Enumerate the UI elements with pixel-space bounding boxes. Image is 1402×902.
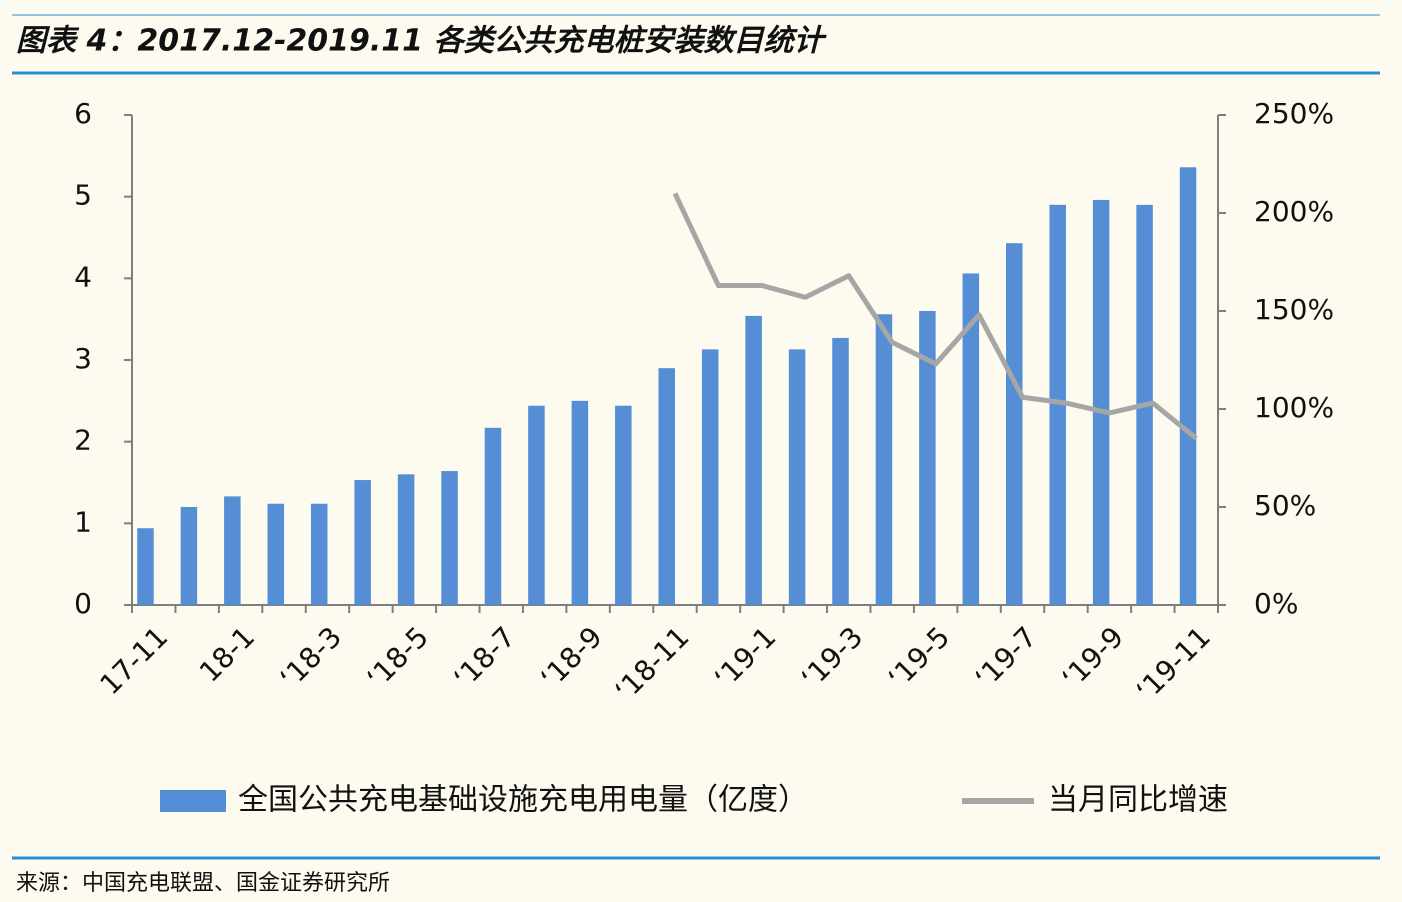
legend-label: 全国公共充电基础设施充电用电量（亿度）: [238, 783, 808, 818]
bar: [1092, 199, 1110, 605]
bar: [875, 314, 893, 605]
x-tick-label: 17-11: [93, 620, 174, 701]
x-tick-label: ‘19-11: [1130, 620, 1217, 707]
x-tick-label: ‘19-7: [969, 620, 1044, 695]
y-tick-label: 5: [74, 179, 92, 212]
bar: [484, 427, 502, 605]
bar: [528, 405, 545, 605]
bar: [1006, 243, 1023, 605]
chart-title: 图表 4：2017.12-2019.11 各类公共充电桩安装数目统计: [16, 24, 827, 59]
x-tick-label: ‘18-3: [274, 620, 349, 695]
y-tick-label: 4: [74, 260, 92, 293]
bar: [788, 349, 806, 605]
y2-tick-label: 250%: [1254, 97, 1334, 130]
legend-swatch: [160, 790, 226, 812]
bar: [1049, 204, 1066, 606]
x-tick-label: ‘18-11: [608, 620, 695, 707]
source: 来源：中国充电联盟、国金证券研究所: [16, 871, 390, 896]
bar: [180, 507, 198, 605]
bar: [615, 405, 632, 605]
y2-tick-label: 150%: [1254, 293, 1334, 326]
y-tick-label: 1: [74, 505, 92, 538]
x-tick-label: ‘18-7: [447, 620, 522, 695]
bar: [962, 273, 980, 605]
bar: [354, 480, 371, 605]
bar: [832, 337, 849, 605]
bar: [224, 496, 241, 605]
bar: [745, 315, 762, 605]
bar: [571, 400, 589, 605]
x-tick-label: ‘19-3: [795, 620, 870, 695]
bar: [658, 368, 675, 605]
bar: [701, 349, 719, 605]
y-tick-label: 6: [74, 97, 92, 130]
y2-tick-label: 0%: [1254, 587, 1298, 620]
bar: [919, 311, 936, 605]
bar: [267, 503, 285, 605]
bar: [397, 474, 415, 605]
bar: [1179, 167, 1197, 605]
x-tick-label: 18-1: [193, 620, 261, 688]
y2-tick-label: 50%: [1254, 489, 1316, 522]
y2-tick-label: 100%: [1254, 391, 1334, 424]
bar: [310, 503, 328, 605]
x-tick-label: ‘19-1: [708, 620, 783, 695]
x-tick-label: ‘18-5: [360, 620, 435, 695]
y-tick-label: 3: [74, 342, 92, 375]
y-tick-label: 2: [74, 424, 92, 457]
y2-tick-label: 200%: [1254, 195, 1334, 228]
x-tick-label: ‘18-9: [534, 620, 609, 695]
legend-label: 当月同比增速: [1048, 783, 1228, 818]
x-tick-label: ‘19-9: [1055, 620, 1130, 695]
line: [672, 192, 1198, 441]
x-tick-label: ‘19-5: [882, 620, 957, 695]
y-tick-label: 0: [74, 587, 92, 620]
bar: [137, 528, 154, 605]
bar: [441, 471, 458, 605]
